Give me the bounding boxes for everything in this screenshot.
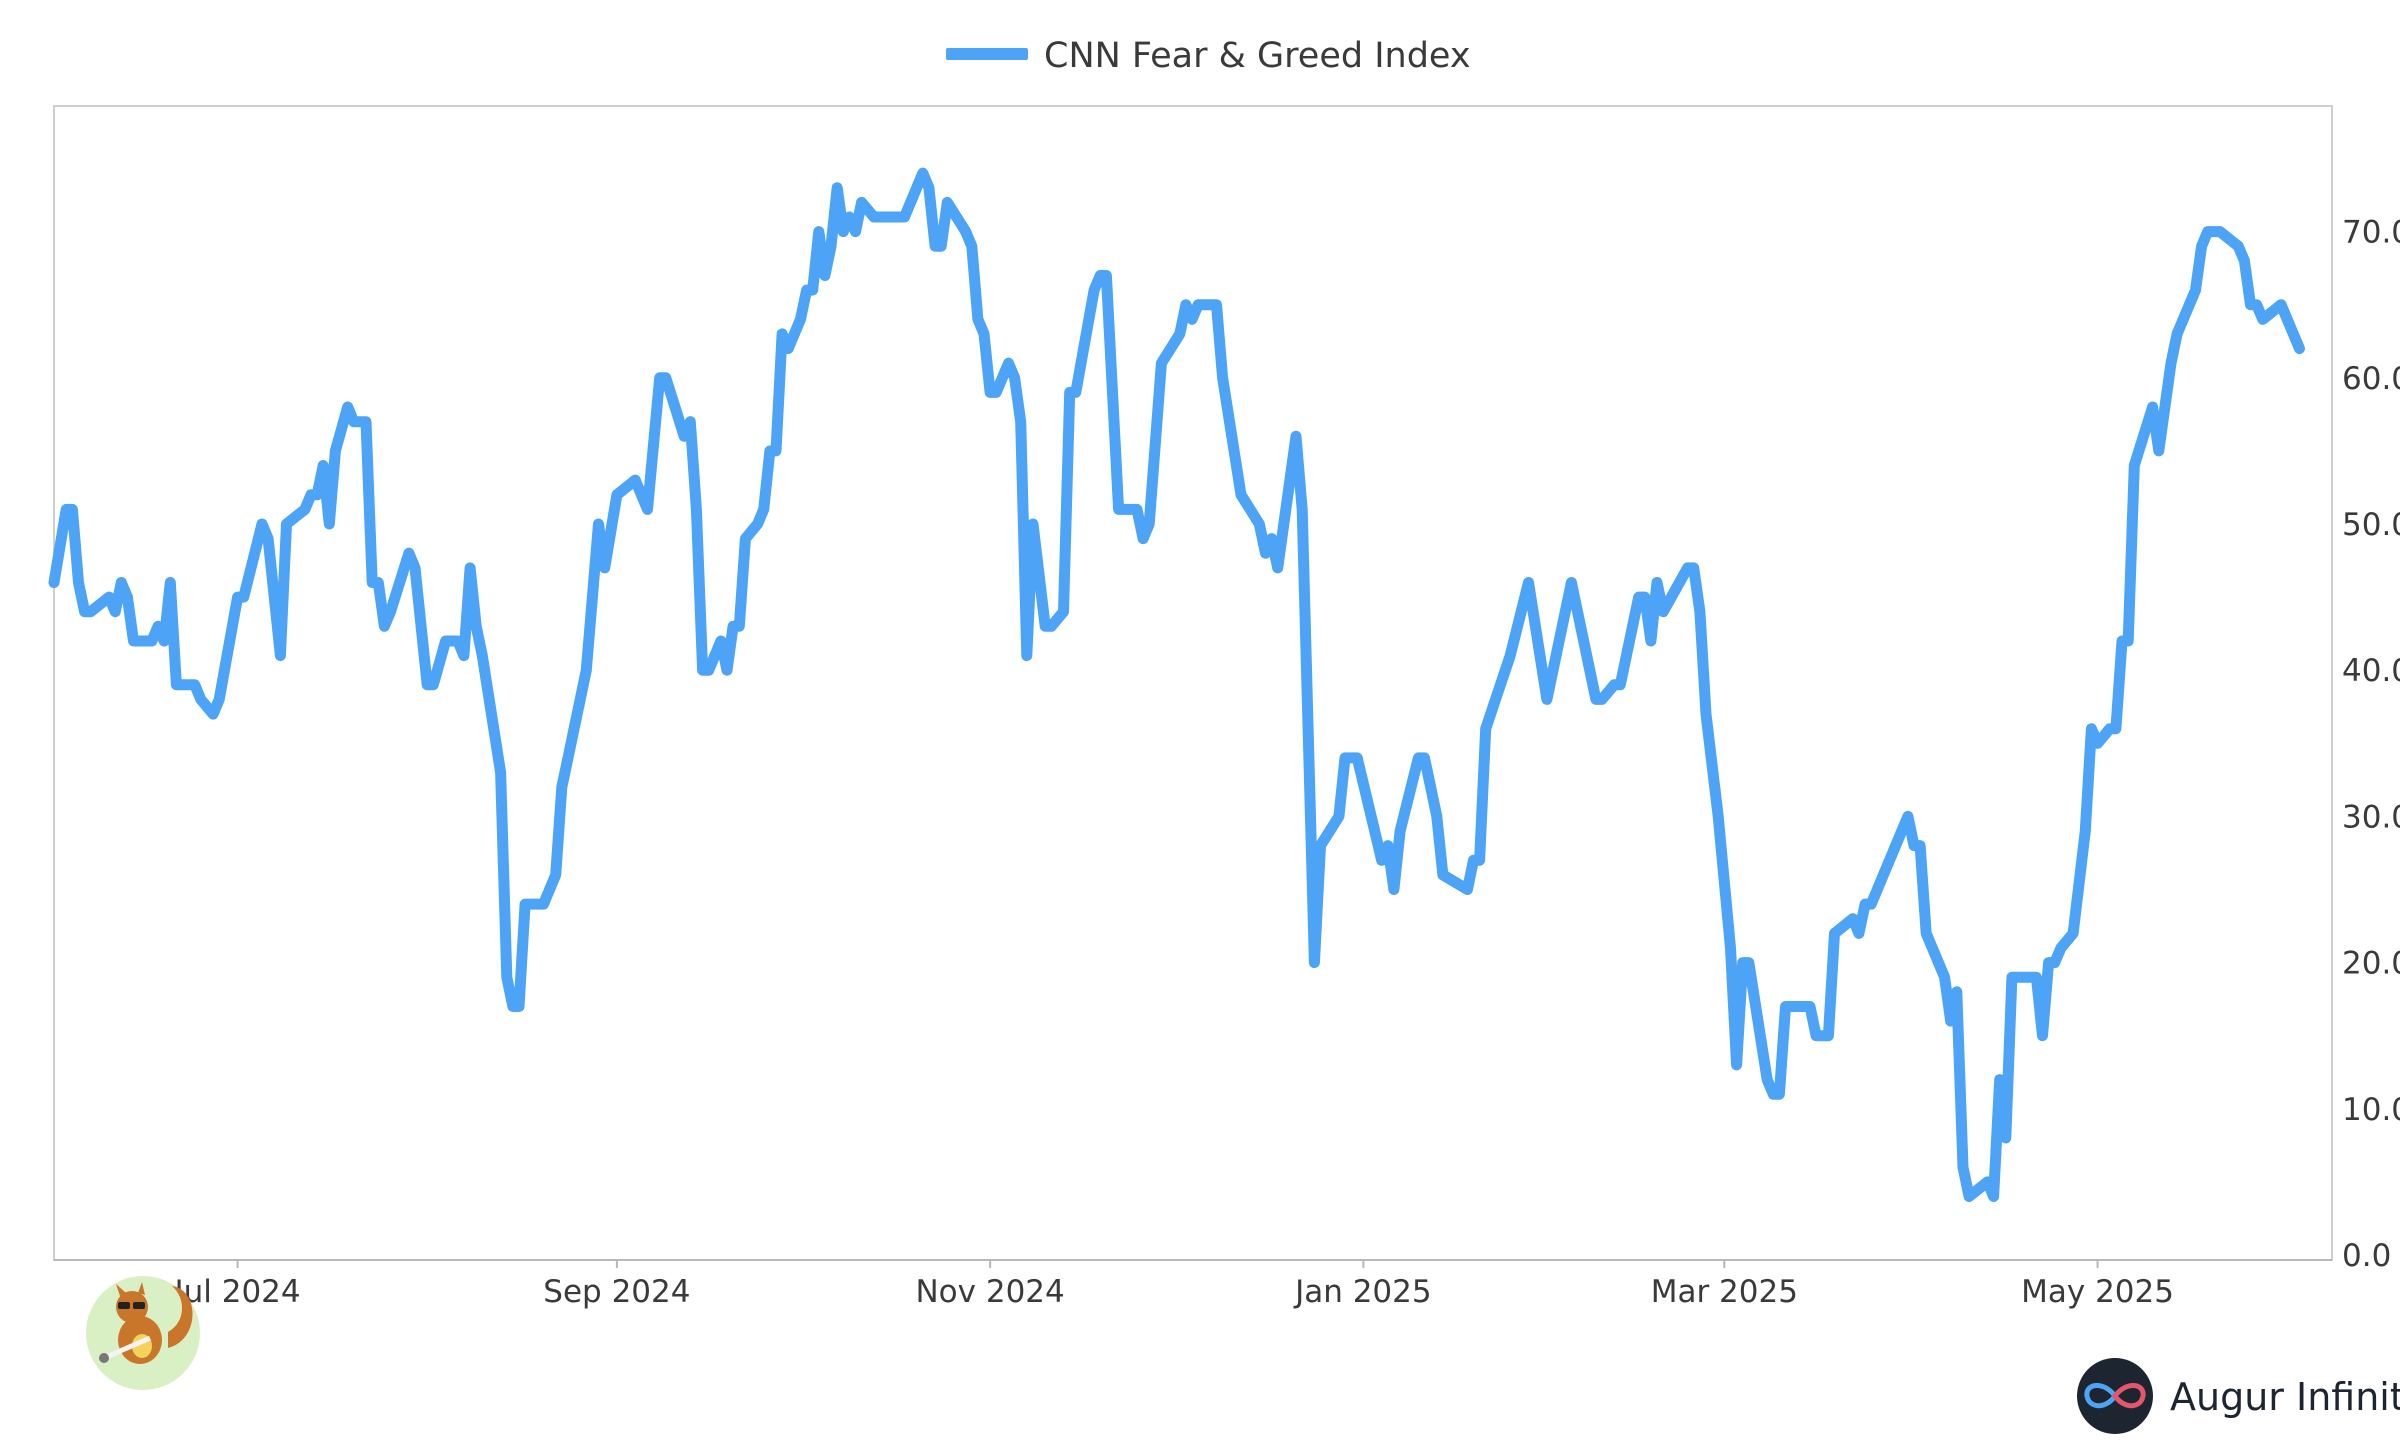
x-tick-label: Jul 2024: [172, 1274, 300, 1310]
legend-label: CNN Fear & Greed Index: [1044, 36, 1471, 76]
x-tick-label: May 2025: [2021, 1274, 2174, 1310]
y-tick-label: 50.0: [2342, 507, 2400, 543]
legend[interactable]: CNN Fear & Greed Index: [946, 36, 1471, 76]
y-tick-label: 0.0: [2342, 1238, 2391, 1274]
x-tick-label: Nov 2024: [915, 1274, 1064, 1310]
y-tick-label: 20.0: [2342, 946, 2400, 982]
legend-swatch: [946, 48, 1028, 60]
y-axis: 0.0 10.0 20.0 30.0 40.0 50.0 60.0 70.0: [2342, 215, 2400, 1274]
y-tick-label: 10.0: [2342, 1092, 2400, 1128]
y-tick-label: 70.0: [2342, 215, 2400, 251]
y-tick-label: 30.0: [2342, 799, 2400, 835]
y-tick-label: 60.0: [2342, 361, 2400, 397]
series-line-fear-greed[interactable]: [48, 167, 2305, 1202]
x-tick-label: Mar 2025: [1651, 1274, 1798, 1310]
x-axis: Jul 2024 Sep 2024 Nov 2024 Jan 2025 Mar 2025…: [172, 1260, 2174, 1310]
infinity-logo-icon: [2077, 1358, 2153, 1434]
brand-name: Augur Infinity: [2170, 1375, 2400, 1419]
plot-area: [53, 105, 2333, 1261]
y-tick-label: 40.0: [2342, 653, 2400, 689]
brand: Augur Infinity: [2077, 1358, 2400, 1434]
x-tick-label: Sep 2024: [543, 1274, 690, 1310]
series-layer: [48, 167, 2305, 1202]
x-tick-label: Jan 2025: [1293, 1274, 1432, 1310]
squirrel-mascot-icon: [86, 1276, 200, 1390]
